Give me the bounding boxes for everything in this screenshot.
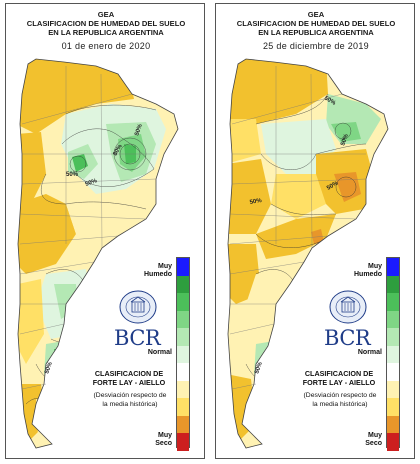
contour-label: 50% <box>85 178 99 188</box>
contour-label: 50% <box>44 361 54 375</box>
bcr-logo-text: BCR <box>324 326 371 350</box>
legend-label-muy-humedo: Muy <box>158 263 172 270</box>
classification-note-line2: la media histórica) <box>312 401 368 408</box>
header-date: 25 de diciembre de 2019 <box>263 41 369 51</box>
bcr-logo-text: BCR <box>114 326 161 350</box>
classification-note-line1: (Desviación respecto de <box>303 392 377 399</box>
legend-label-humedo: Humedo <box>354 271 382 278</box>
classification-line2: FORTE LAY - AIELLO <box>302 378 376 387</box>
contour-label: 50% <box>134 123 144 137</box>
legend-label-seco: Seco <box>155 440 172 447</box>
header-date: 01 de enero de 2020 <box>61 41 151 51</box>
map-panel-right: GEA CLASIFICACION DE HUMEDAD DEL SUELO E… <box>215 3 415 459</box>
map-panel-left: GEA CLASIFICACION DE HUMEDAD DEL SUELO E… <box>5 3 205 459</box>
contour-label: 50% <box>323 96 337 108</box>
legend-label-muy-seco: Muy <box>158 432 172 439</box>
legend-label-normal: Normal <box>147 349 172 356</box>
legend-label-humedo: Humedo <box>144 271 172 278</box>
contour-label: 50% <box>249 198 263 206</box>
humidity-legend-bar <box>386 257 400 451</box>
header-title-line2: EN LA REPUBLICA ARGENTINA <box>258 28 374 37</box>
bcr-seal-icon <box>329 290 367 324</box>
contour-label: 50% <box>66 172 79 178</box>
argentina-map: 50% 50% 50% 50% 50% <box>227 58 389 449</box>
contour-label: 50% <box>254 361 264 375</box>
humidity-legend-bar <box>176 257 190 451</box>
classification-note-line2: la media histórica) <box>102 401 158 408</box>
bcr-seal-icon <box>119 290 157 324</box>
classification-line1: CLASIFICACION DE <box>304 369 374 378</box>
contour-label: 50% <box>340 133 350 147</box>
classification-line2: FORTE LAY - AIELLO <box>92 378 166 387</box>
legend-label-normal: Normal <box>357 349 382 356</box>
contour-label: 80% <box>113 143 125 157</box>
classification-line1: CLASIFICACION DE <box>94 369 164 378</box>
classification-note-line1: (Desviación respecto de <box>93 392 167 399</box>
legend-label-muy-seco: Muy <box>368 432 382 439</box>
header-org: GEA <box>307 10 325 19</box>
header-title-line1: CLASIFICACION DE HUMEDAD DEL SUELO <box>236 19 396 28</box>
contour-label: 50% <box>326 180 340 192</box>
header-org: GEA <box>97 10 115 19</box>
header-title-line1: CLASIFICACION DE HUMEDAD DEL SUELO <box>26 19 186 28</box>
legend-label-muy-humedo: Muy <box>368 263 382 270</box>
legend-label-seco: Seco <box>365 440 382 447</box>
argentina-map: 50% 80% 50% 50% 50% <box>17 58 179 449</box>
header-title-line2: EN LA REPUBLICA ARGENTINA <box>48 28 164 37</box>
